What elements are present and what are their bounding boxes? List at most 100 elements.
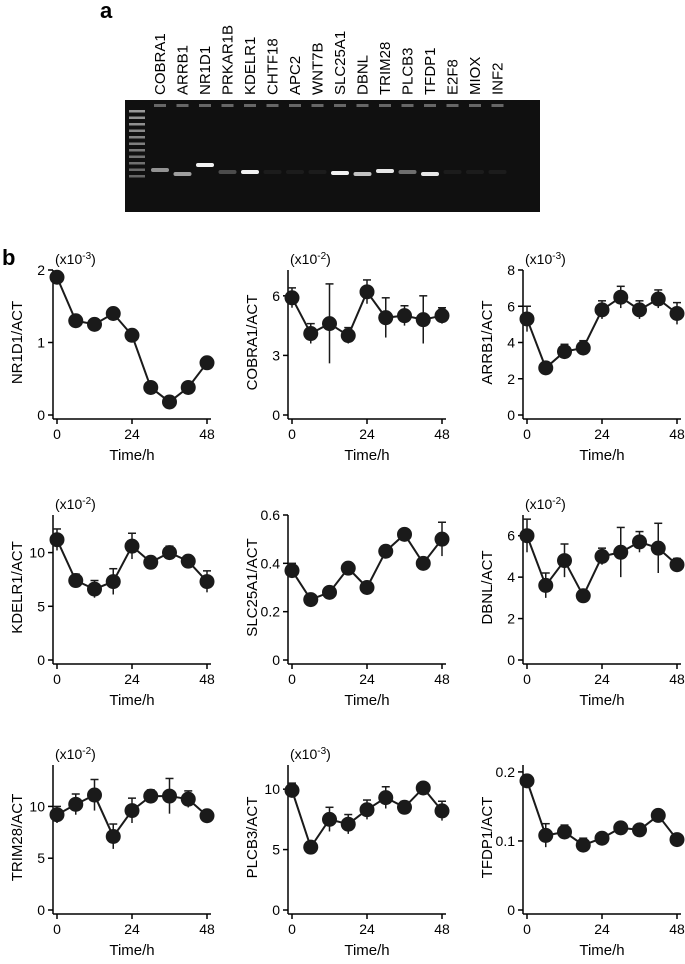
chart: 0 5 10 0 24 48 Time/h PLCB3/ACT (x10-3) [244,746,450,960]
lane-label: DBNL [355,55,372,95]
data-point [594,302,610,318]
x-tick-label: 48 [669,671,685,687]
data-point [359,580,375,595]
x-tick-label: 48 [199,426,215,442]
lane-label: E2F8 [445,59,462,95]
y-tick-label: 0.2 [261,604,281,620]
data-point [87,316,102,332]
data-point [434,531,450,547]
chart: 0 0.2 0.4 0.6 0 24 48 Time/h SLC25A1/ACT [244,507,450,709]
chart: 0 0.1 0.2 0 24 48 Time/h TFDP1/ACT [479,764,685,959]
x-tick-label: 24 [359,921,375,937]
x-tick-label: 0 [288,921,296,937]
band [286,170,304,174]
y-tick-label: 10 [29,798,45,814]
well [424,104,436,107]
data-point [143,379,159,395]
x-tick-label: 24 [359,671,375,687]
scale-label-part: -2 [82,496,91,507]
data-point [322,811,337,827]
data-point [594,548,610,564]
y-tick-label: 6 [507,528,515,544]
well [289,104,301,107]
scale-label-part: -3 [82,251,91,262]
lane-label: MIOX [467,57,484,95]
scale-label-part: ) [91,746,96,762]
y-tick-label: 0.1 [496,833,516,849]
x-tick-label: 24 [594,426,610,442]
data-point [613,544,629,560]
scale-label-part: -2 [317,251,326,262]
data-point [519,311,535,327]
band [466,170,484,174]
x-tick-label: 48 [199,671,215,687]
y-tick-label: 1 [37,335,45,351]
data-point [340,816,356,832]
scale-label-part: ) [326,251,331,267]
data-point [378,310,394,326]
data-point [434,308,450,324]
data-point [594,830,610,846]
chart: 0 5 10 0 24 48 Time/h KDELR1/ACT (x10-2) [9,496,215,710]
data-point [322,316,337,332]
data-point [162,394,177,410]
data-point [650,540,666,556]
x-tick-label: 0 [53,921,61,937]
data-point [124,538,140,554]
data-point [199,355,215,371]
lane-label: PLCB3 [400,47,417,95]
lane-label: ARRB1 [175,45,192,95]
y-axis-label: SLC25A1/ACT [244,538,261,636]
data-point [340,560,356,576]
scale-label-part: (x10 [55,746,82,762]
data-point [284,290,300,306]
well [221,104,234,107]
ladder-band [129,162,145,165]
data-point [378,543,394,559]
data-point [162,545,177,561]
y-tick-label: 10 [264,781,280,797]
well [379,104,391,107]
data-point [199,808,215,824]
lane-label: SLC25A1 [332,31,349,95]
x-tick-label: 48 [434,921,450,937]
x-tick-label: 24 [124,671,140,687]
well [401,104,414,107]
data-point [180,379,196,395]
data-point [49,269,65,285]
data-point [557,824,572,840]
ladder-band [129,149,145,152]
y-tick-label: 0 [507,902,515,918]
data-point [557,553,572,569]
data-point [397,308,412,324]
data-point [105,828,121,844]
data-point [650,807,666,823]
data-point [162,788,177,804]
data-point [650,291,666,307]
data-point [415,780,431,796]
x-tick-label: 24 [594,921,610,937]
well [199,104,211,107]
y-tick-label: 5 [37,850,45,866]
data-point [340,328,356,344]
y-tick-label: 4 [507,569,515,585]
y-tick-label: 10 [29,545,45,561]
y-axis-label: TFDP1/ACT [479,797,496,879]
band [398,170,417,174]
data-point [434,803,450,819]
scale-label-part: -3 [317,746,326,757]
lane-label: INF2 [490,62,507,95]
data-point [575,837,591,853]
data-point [87,787,102,803]
band [308,170,327,174]
lane-label: KDELR1 [242,37,259,95]
lane-label: TRIM28 [377,42,394,95]
data-point [519,773,535,789]
band [376,169,394,173]
data-point [87,581,102,597]
data-point [397,799,412,815]
data-point [359,284,375,300]
scale-label-part: ) [561,496,566,512]
